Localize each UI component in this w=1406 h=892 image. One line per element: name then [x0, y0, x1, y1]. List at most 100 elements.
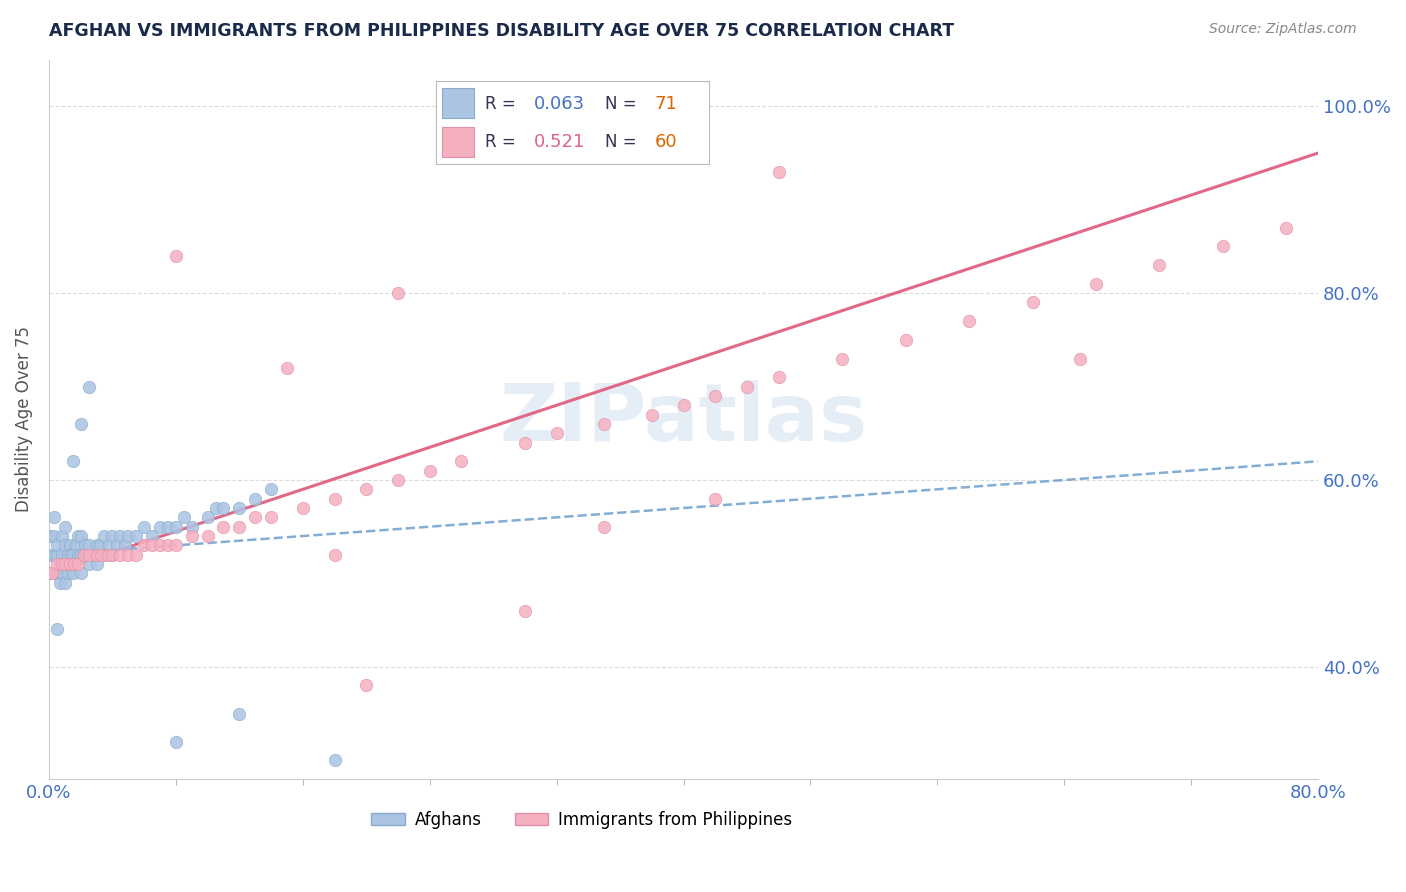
Point [323, 753, 346, 767]
Point [42, 529, 65, 543]
Point [204, 501, 226, 516]
Point [60, 548, 83, 562]
Point [291, 501, 314, 516]
Point [58, 557, 80, 571]
Point [180, 519, 202, 533]
Point [114, 538, 136, 552]
Point [77, 548, 100, 562]
Point [101, 548, 124, 562]
Point [323, 491, 346, 506]
Point [165, 249, 187, 263]
Point [387, 286, 409, 301]
Point [51, 566, 73, 581]
Point [245, 510, 267, 524]
Y-axis label: Disability Age Over 75: Disability Age Over 75 [15, 326, 32, 512]
Point [89, 538, 111, 552]
Point [51, 548, 73, 562]
Point [86, 538, 108, 552]
Point [53, 557, 76, 571]
Point [260, 483, 283, 497]
Point [42, 548, 65, 562]
Point [63, 557, 86, 571]
Point [41, 566, 63, 581]
Point [165, 519, 187, 533]
Point [768, 370, 790, 384]
Point [53, 557, 76, 571]
Point [101, 529, 124, 543]
Point [156, 538, 179, 552]
Point [117, 548, 139, 562]
Point [42, 566, 65, 581]
Text: AFGHAN VS IMMIGRANTS FROM PHILIPPINES DISABILITY AGE OVER 75 CORRELATION CHART: AFGHAN VS IMMIGRANTS FROM PHILIPPINES DI… [49, 22, 955, 40]
Point [1021, 295, 1043, 310]
Point [356, 483, 378, 497]
Point [77, 379, 100, 393]
Point [73, 548, 96, 562]
Point [90, 548, 112, 562]
Point [593, 519, 616, 533]
Point [260, 510, 283, 524]
Point [141, 538, 163, 552]
Point [38, 566, 60, 581]
Point [86, 557, 108, 571]
Point [66, 557, 89, 571]
Point [45, 557, 67, 571]
Point [672, 398, 695, 412]
Point [957, 314, 980, 328]
Point [323, 548, 346, 562]
Text: ZIPatlas: ZIPatlas [499, 380, 868, 458]
Point [62, 566, 84, 581]
Point [45, 623, 67, 637]
Point [228, 706, 250, 721]
Point [69, 529, 91, 543]
Point [65, 538, 87, 552]
Point [38, 548, 60, 562]
Point [149, 538, 172, 552]
Point [66, 529, 89, 543]
Point [101, 548, 124, 562]
Point [419, 464, 441, 478]
Point [704, 389, 727, 403]
Point [156, 519, 179, 533]
Point [58, 538, 80, 552]
Point [53, 519, 76, 533]
Point [56, 548, 79, 562]
Point [86, 548, 108, 562]
Point [77, 538, 100, 552]
Point [51, 529, 73, 543]
Point [69, 548, 91, 562]
Point [141, 529, 163, 543]
Point [197, 510, 219, 524]
Point [93, 548, 115, 562]
Point [42, 510, 65, 524]
Point [1149, 258, 1171, 272]
Point [1069, 351, 1091, 366]
Point [110, 529, 132, 543]
Point [513, 435, 536, 450]
Point [69, 417, 91, 431]
Point [51, 557, 73, 571]
Point [134, 538, 156, 552]
Point [1212, 239, 1234, 253]
Point [768, 164, 790, 178]
Point [228, 501, 250, 516]
Point [165, 734, 187, 748]
Point [149, 519, 172, 533]
Point [75, 538, 97, 552]
Point [45, 566, 67, 581]
Point [38, 566, 60, 581]
Point [45, 548, 67, 562]
Legend: Afghans, Immigrants from Philippines: Afghans, Immigrants from Philippines [364, 804, 799, 835]
Point [894, 333, 917, 347]
Point [58, 557, 80, 571]
Text: Source: ZipAtlas.com: Source: ZipAtlas.com [1209, 22, 1357, 37]
Point [735, 379, 758, 393]
Point [180, 529, 202, 543]
Point [82, 548, 104, 562]
Point [98, 538, 121, 552]
Point [53, 575, 76, 590]
Point [1085, 277, 1108, 291]
Point [38, 529, 60, 543]
Point [93, 529, 115, 543]
Point [228, 519, 250, 533]
